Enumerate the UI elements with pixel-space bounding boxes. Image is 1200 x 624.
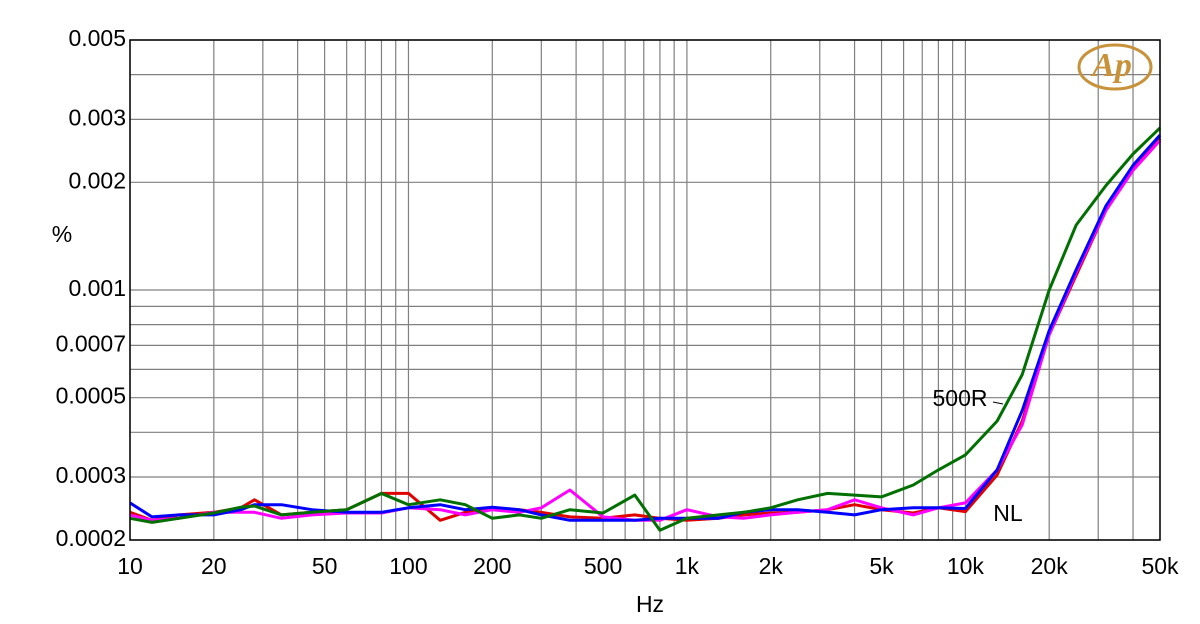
y-tick-label: 0.0002 [56,525,126,551]
series-line [129,126,1162,532]
y-axis-label: % [52,221,72,247]
y-tick-label: 0.003 [68,104,126,130]
plot-frame [129,39,1161,541]
y-tick-label: 0.0007 [56,330,126,356]
x-tick-label: 2k [759,553,784,579]
y-tick-label: 0.002 [68,167,126,193]
x-tick-label: 20k [1031,553,1069,579]
x-tick-label: 5k [869,553,894,579]
annotation-leader [992,401,1004,405]
x-tick-label: 10k [947,553,985,579]
y-tick-label: 0.0003 [56,462,126,488]
logo: Ap [1077,43,1153,91]
series-line [129,134,1162,522]
x-tick-label: 1k [675,553,700,579]
x-tick-label: 50 [312,553,338,579]
x-tick-label: 200 [473,553,511,579]
y-tick-label: 0.0005 [56,383,126,409]
plot-lines [129,126,1162,532]
logo-text: Ap [1090,47,1132,84]
y-tick-label: 0.001 [68,275,126,301]
annotation: NL [993,500,1023,526]
annotation: 500R [933,385,988,411]
y-tick-label: 0.005 [68,25,126,51]
logo-ring [1077,43,1153,91]
x-tick-label: 500 [584,553,622,579]
x-axis-label: Hz [636,591,664,617]
x-tick-label: 50k [1141,553,1179,579]
x-tick-label: 20 [201,553,227,579]
x-tick-label: 100 [389,553,427,579]
x-tick-label: 10 [117,553,143,579]
